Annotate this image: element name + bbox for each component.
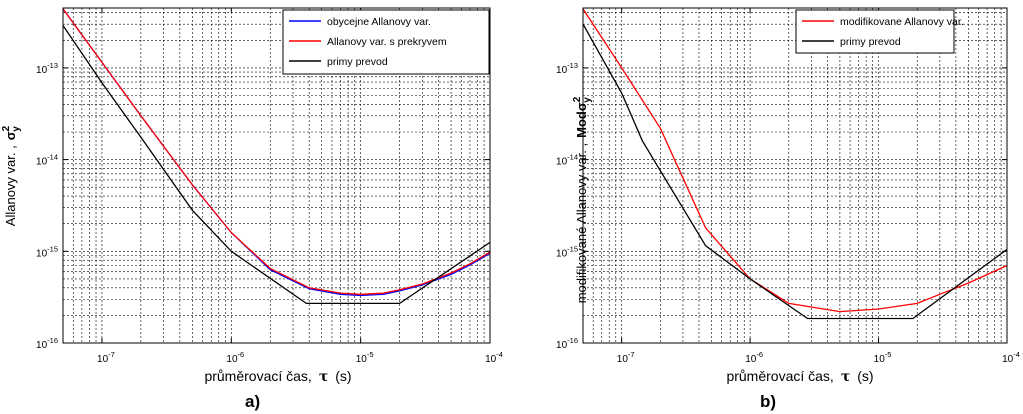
x-tick-label: 10-4 [1002, 350, 1020, 365]
grid [582, 8, 1008, 344]
legend: modifikovane Allanovy var. primy prevod [795, 9, 964, 54]
series-line-modifikovane-allanovy-var- [583, 8, 1007, 313]
y-tick-label: 10-13 [556, 61, 578, 76]
x-tick-label: 10-6 [226, 350, 244, 365]
x-tick-label: 10-5 [356, 350, 374, 365]
legend: obycejne Allanovy var. Allanovy var. s pr… [282, 9, 490, 75]
y-tick-label: 10-15 [556, 244, 578, 259]
chart-panel-b: 10-7 10-6 10-5 10-4 10-16 10-15 10-14 10-13 prům… [556, 7, 1020, 411]
y-tick-label: 10-16 [556, 336, 578, 351]
axes-frame [582, 7, 1008, 344]
panel-label: a) [245, 392, 260, 411]
x-tick-label: 10-4 [485, 350, 503, 365]
x-tick-label: 10-6 [745, 350, 763, 365]
series-line-allanovy-var-s-prekryvem [63, 8, 490, 295]
legend-box [795, 9, 955, 54]
ticks [583, 8, 1008, 344]
series-line-primy-prevod [63, 25, 490, 305]
x-tick-label: 10-7 [617, 350, 635, 365]
series-lines [63, 8, 490, 305]
legend-label: primy prevod [327, 56, 388, 68]
axes-frame [62, 7, 491, 344]
y-tick-label: 10-14 [36, 153, 58, 168]
y-axis-label: modifikované Allanovy var. ,Modσ2y [572, 96, 593, 303]
legend-label: modifikovane Allanovy var. [840, 16, 964, 28]
x-tick-label: 10-7 [97, 350, 115, 365]
y-tick-label: 10-14 [556, 153, 578, 168]
series-lines [583, 8, 1007, 320]
grid [62, 8, 491, 344]
legend-label: Allanovy var. s prekryvem [327, 36, 447, 48]
chart-panel-a: 10-7 10-6 10-5 10-4 10-16 10-15 10-14 10-13 prům… [1, 7, 503, 411]
x-tick-label: 10-5 [874, 350, 892, 365]
series-line-primy-prevod [583, 23, 1007, 320]
y-tick-label: 10-13 [36, 61, 58, 76]
y-axis-label: Allanovy var. ,σ2y [1, 125, 22, 226]
x-axis-label: průměrovací čas, τ (s) [204, 368, 351, 385]
y-tick-label: 10-15 [36, 244, 58, 259]
y-tick-label: 10-16 [36, 336, 58, 351]
plot-area [583, 8, 1007, 343]
legend-label: primy prevod [840, 36, 901, 48]
legend-label: obycejne Allanovy var. [327, 16, 431, 28]
panel-label: b) [760, 392, 776, 411]
x-axis-label: průměrovací čas, τ (s) [726, 368, 873, 385]
